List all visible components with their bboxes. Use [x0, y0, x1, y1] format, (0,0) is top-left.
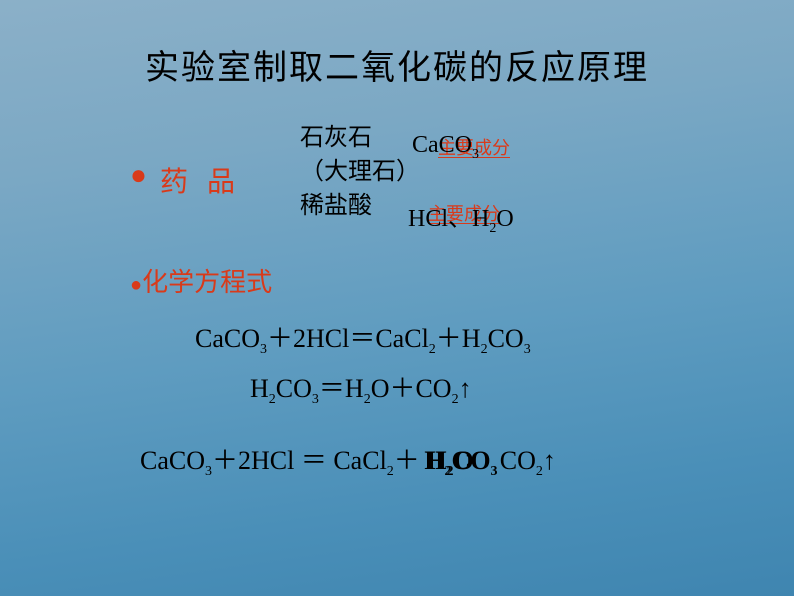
eq2-p1: H: [250, 374, 269, 403]
eq3-ob-p1: H: [424, 446, 444, 475]
slide-title: 实验室制取二氧化碳的反应原理: [0, 0, 794, 89]
formula-hcl-post: O: [496, 206, 513, 232]
eq3-s2: 2: [387, 464, 394, 479]
eq1-s4: 3: [524, 342, 531, 357]
eq3-arrow-icon: ↑: [543, 446, 556, 475]
formula-caco3-text: CaCO: [412, 132, 472, 158]
eq2-s1: 2: [269, 392, 276, 407]
eq1-p4: CO: [488, 324, 524, 353]
eq1-p3: ＋H: [436, 324, 481, 353]
equation-1: CaCO3＋2HCl＝CaCl2＋H2CO3: [195, 318, 531, 358]
eq3-overlay: H2CO3H2O: [426, 446, 473, 480]
formula-caco3: CaCO3: [412, 132, 479, 163]
eq2-s4: 2: [452, 392, 459, 407]
eq3-overlay-back: H2CO3: [424, 446, 497, 480]
eq3-tail-p1: CO: [500, 446, 536, 475]
eq2-p3: ＝H: [319, 374, 364, 403]
material-line-3: 稀盐酸: [300, 190, 420, 224]
equation-section-header: ●化学方程式: [130, 262, 272, 299]
eq3-ob-s2: 3: [491, 464, 498, 479]
material-line-1: 石灰石: [300, 122, 420, 156]
formula-caco3-sub: 3: [472, 147, 479, 162]
eq3-p2: ＋2HCl ＝ CaCl: [212, 446, 387, 475]
eq1-s3: 2: [481, 342, 488, 357]
materials-column: 石灰石 （大理石） 稀盐酸: [300, 122, 420, 224]
eq-section-label: 化学方程式: [142, 268, 272, 297]
drugs-label: 药 品: [160, 160, 241, 200]
material-line-2: （大理石）: [300, 156, 420, 190]
eq2-p2: CO: [276, 374, 312, 403]
eq3-ob-s1: 2: [445, 464, 452, 479]
eq2-arrow-icon: ↑: [459, 374, 472, 403]
eq3-ob-p2: CO: [452, 446, 491, 475]
eq3-tail-s1: 2: [536, 464, 543, 479]
eq-bullet-icon: ●: [130, 274, 142, 296]
formula-hcl-pre: HCl、H: [408, 206, 489, 232]
eq1-p2: ＋2HCl＝CaCl: [267, 324, 429, 353]
eq1-s2: 2: [429, 342, 436, 357]
eq2-s2: 3: [312, 392, 319, 407]
eq1-p1: CaCO: [195, 324, 260, 353]
eq1-s1: 3: [260, 342, 267, 357]
eq3-p1: CaCO: [140, 446, 205, 475]
equation-2: H2CO3＝H2O＋CO2↑: [250, 368, 472, 408]
eq2-s3: 2: [364, 392, 371, 407]
eq3-s1: 3: [205, 464, 212, 479]
bullet-icon: ●: [130, 160, 147, 192]
equation-3: CaCO3＋2HCl ＝ CaCl2＋ H2CO3H2OCO2↑: [140, 440, 556, 480]
eq2-p4: O＋CO: [371, 374, 452, 403]
eq3-p3: ＋: [394, 446, 427, 475]
formula-hcl-h2o: HCl、H2O: [408, 198, 514, 237]
